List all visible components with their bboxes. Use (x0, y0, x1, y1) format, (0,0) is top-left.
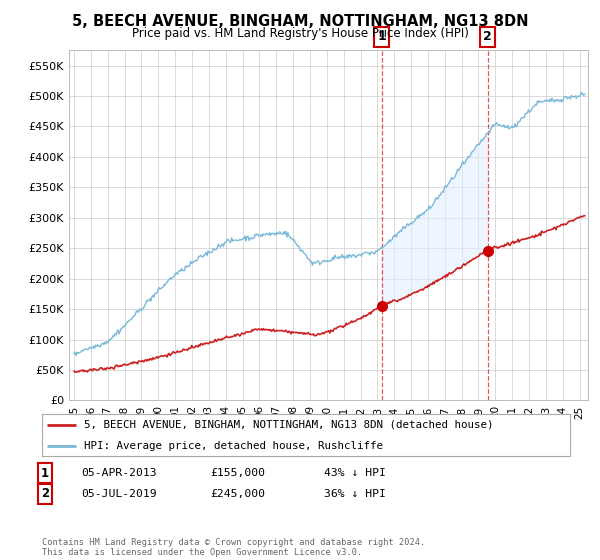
Text: 05-JUL-2019: 05-JUL-2019 (81, 489, 157, 499)
Text: £155,000: £155,000 (210, 468, 265, 478)
Text: 1: 1 (41, 466, 49, 480)
Text: 2: 2 (41, 487, 49, 501)
Text: 43% ↓ HPI: 43% ↓ HPI (324, 468, 386, 478)
Text: 2: 2 (483, 30, 492, 44)
Text: Price paid vs. HM Land Registry's House Price Index (HPI): Price paid vs. HM Land Registry's House … (131, 27, 469, 40)
Text: 1: 1 (377, 30, 386, 44)
Text: £245,000: £245,000 (210, 489, 265, 499)
Text: Contains HM Land Registry data © Crown copyright and database right 2024.
This d: Contains HM Land Registry data © Crown c… (42, 538, 425, 557)
Text: 5, BEECH AVENUE, BINGHAM, NOTTINGHAM, NG13 8DN (detached house): 5, BEECH AVENUE, BINGHAM, NOTTINGHAM, NG… (84, 420, 494, 430)
Text: 05-APR-2013: 05-APR-2013 (81, 468, 157, 478)
Text: 5, BEECH AVENUE, BINGHAM, NOTTINGHAM, NG13 8DN: 5, BEECH AVENUE, BINGHAM, NOTTINGHAM, NG… (72, 14, 528, 29)
Text: HPI: Average price, detached house, Rushcliffe: HPI: Average price, detached house, Rush… (84, 441, 383, 451)
Text: 36% ↓ HPI: 36% ↓ HPI (324, 489, 386, 499)
